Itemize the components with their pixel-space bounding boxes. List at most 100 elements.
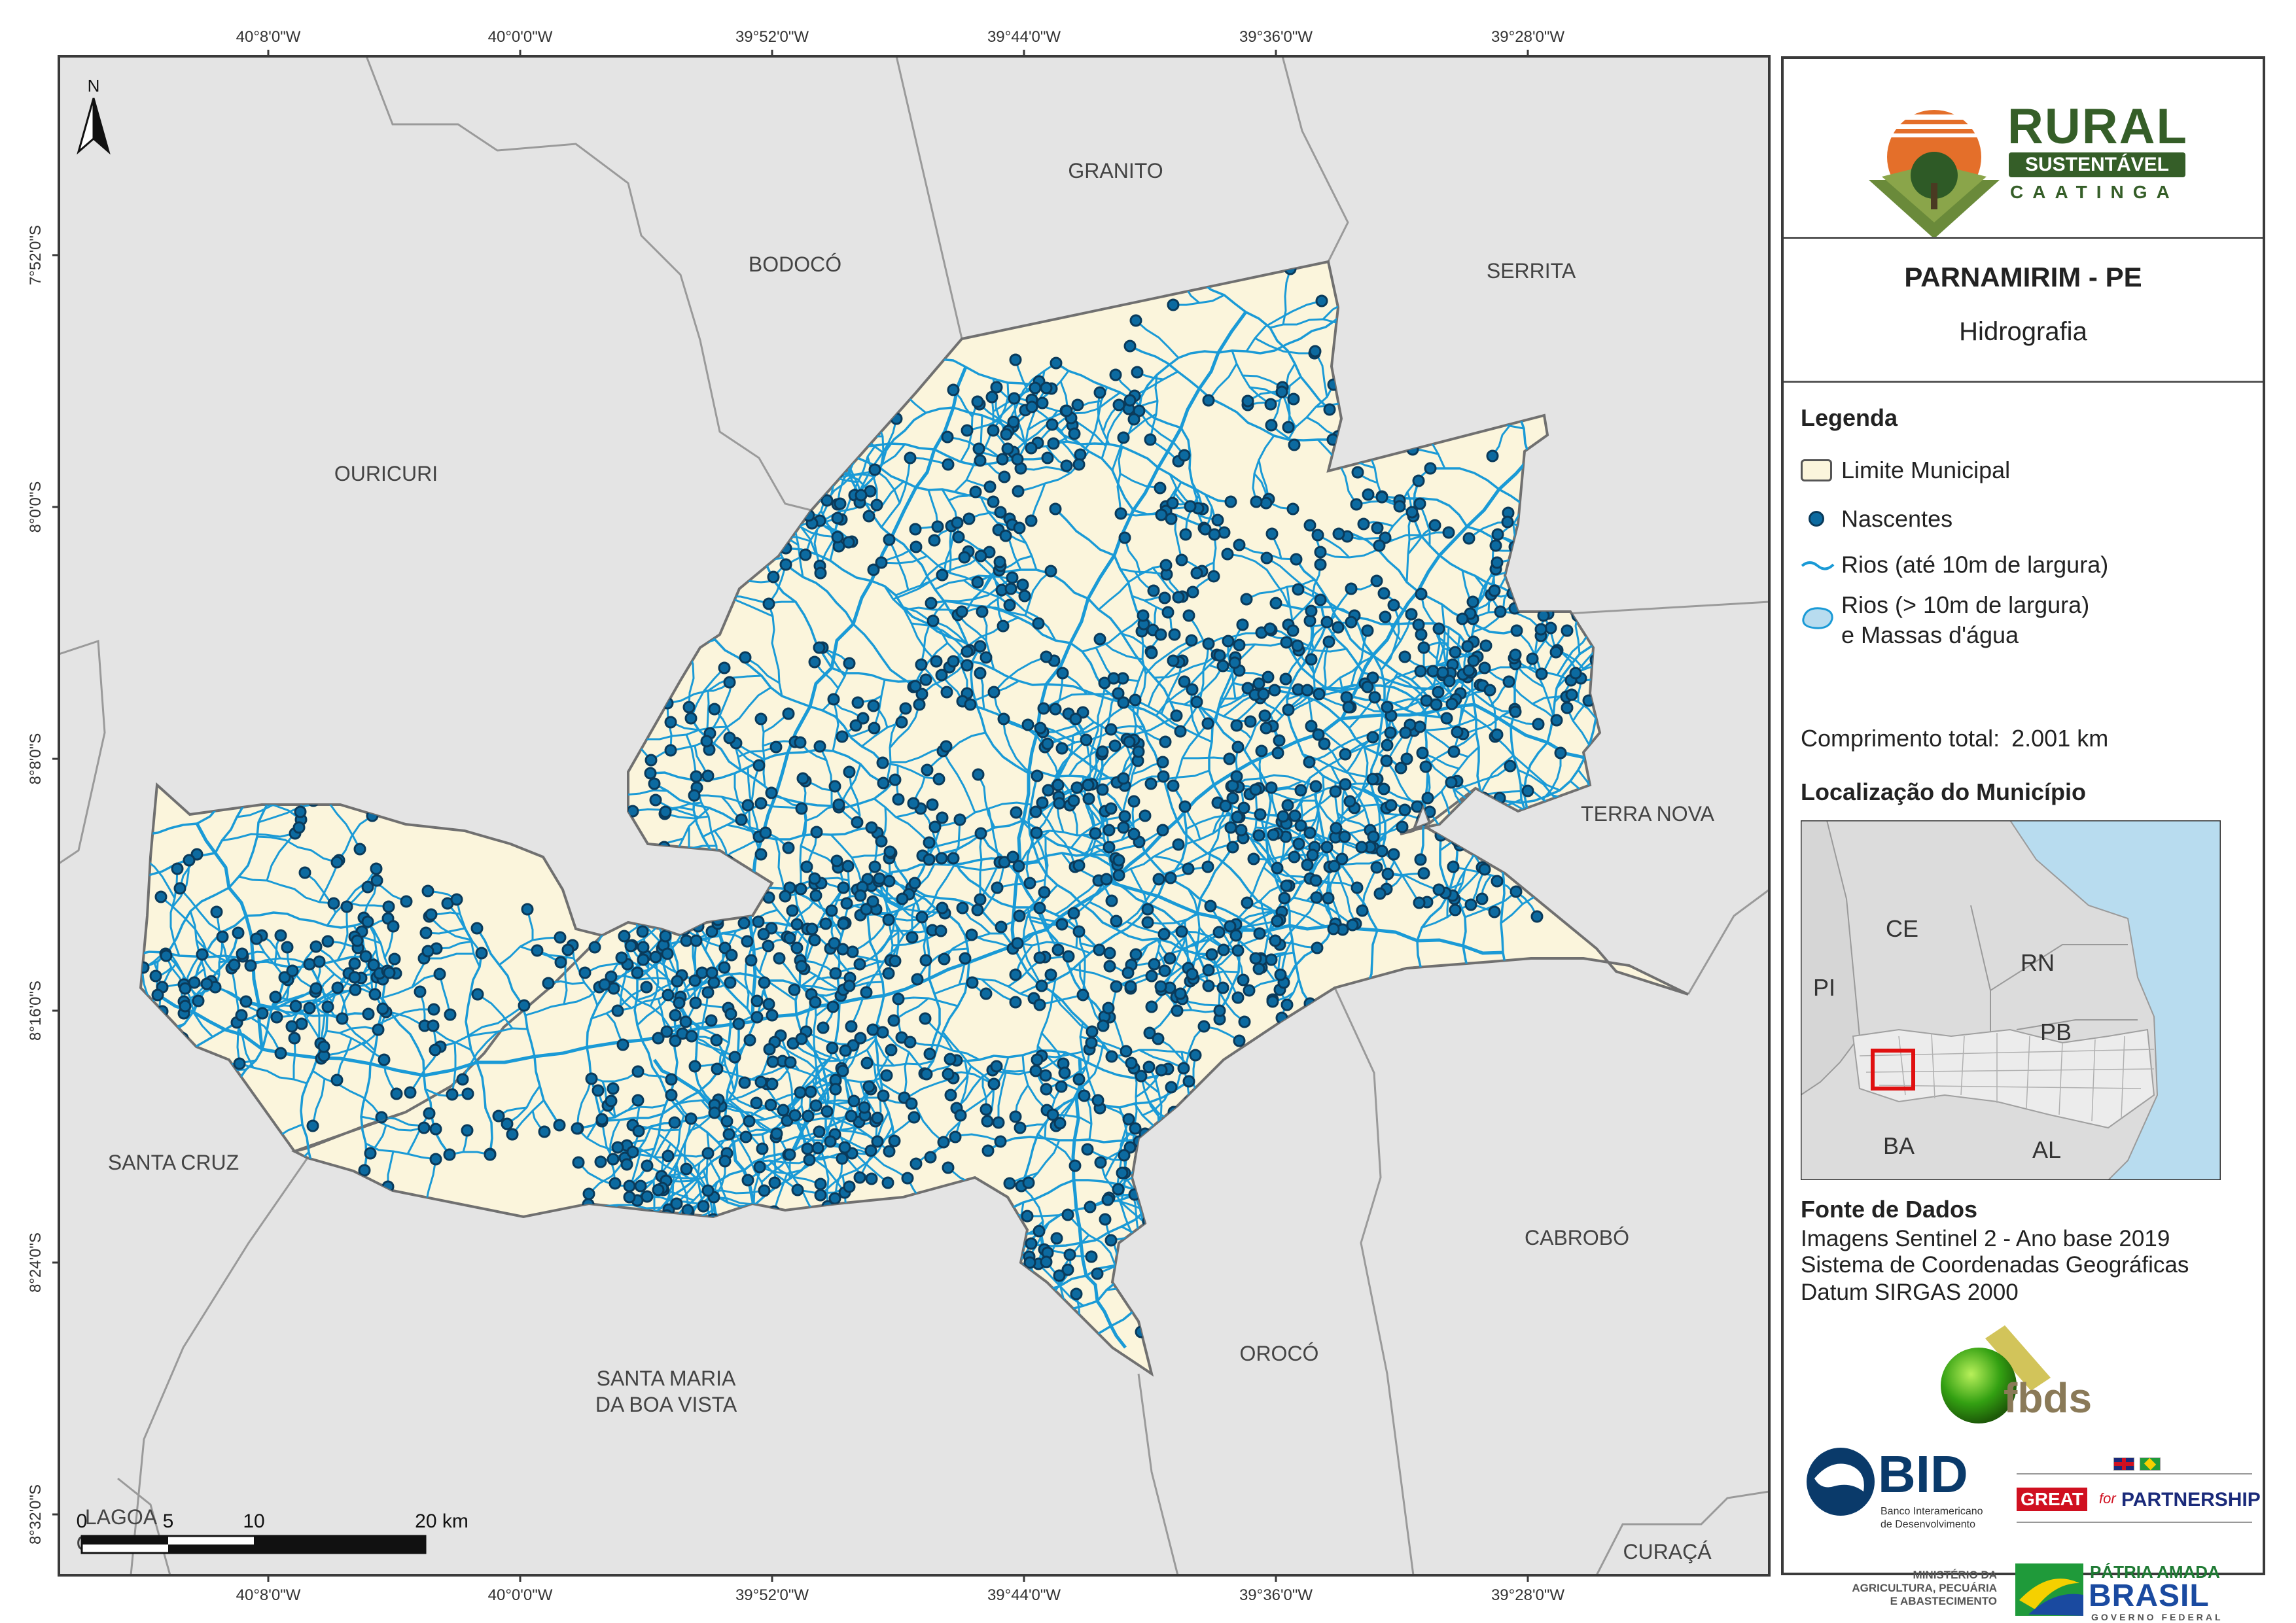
spring: [1089, 827, 1102, 840]
spring: [961, 659, 974, 672]
spring: [813, 1125, 826, 1138]
spring: [294, 805, 307, 818]
spring: [739, 1130, 752, 1143]
spring: [1012, 860, 1025, 873]
spring: [873, 872, 886, 885]
spring: [362, 1007, 375, 1021]
spring: [796, 772, 809, 785]
river: [1207, 811, 1229, 867]
spring: [1178, 675, 1191, 688]
river: [1053, 440, 1159, 469]
spring: [1322, 635, 1335, 648]
spring: [446, 1088, 459, 1101]
spring: [841, 860, 855, 873]
neighbor-oroco: OROCÓ: [1240, 1342, 1319, 1365]
spring: [1237, 801, 1250, 814]
spring: [919, 673, 932, 686]
spring: [367, 958, 380, 971]
spring: [809, 996, 822, 1009]
spring: [1534, 623, 1547, 636]
river: [924, 1017, 954, 1051]
river: [1252, 435, 1275, 502]
river: [1196, 846, 1234, 914]
spring: [1152, 873, 1165, 886]
spring: [764, 1098, 777, 1111]
spring: [1288, 438, 1301, 451]
spring: [1100, 873, 1113, 886]
spring: [1123, 735, 1136, 748]
river: [1239, 641, 1287, 647]
spring: [1412, 618, 1425, 631]
river: [160, 896, 210, 958]
river: [537, 949, 574, 960]
spring: [1143, 1026, 1156, 1039]
spring: [1035, 979, 1048, 992]
spring: [286, 964, 299, 977]
river: [1293, 896, 1353, 926]
spring: [382, 900, 395, 913]
spring: [923, 853, 936, 866]
river: [1247, 375, 1301, 402]
river: [798, 525, 838, 538]
spring: [292, 821, 306, 834]
river: [775, 839, 786, 897]
neighbor-serrita: SERRITA: [1487, 259, 1576, 283]
spring: [1274, 968, 1287, 981]
river: [1420, 593, 1440, 629]
river: [842, 865, 851, 924]
spring: [843, 1180, 856, 1193]
spring: [1243, 984, 1256, 997]
spring: [867, 563, 880, 576]
spring: [361, 915, 374, 928]
river: [1320, 548, 1379, 559]
spring: [994, 1135, 1007, 1148]
spring: [794, 1086, 807, 1099]
spring: [875, 556, 888, 569]
spring: [1413, 720, 1426, 733]
spring: [1033, 951, 1046, 964]
spring: [648, 777, 661, 790]
spring: [1271, 746, 1284, 759]
spring: [905, 1097, 918, 1110]
river: [831, 667, 927, 683]
spring: [1093, 633, 1106, 646]
spring: [664, 744, 677, 757]
rural-sustentavel-logo: RURAL SUSTENTÁVEL CAATINGA: [1784, 59, 2263, 239]
river: [168, 951, 200, 1002]
spring: [881, 1176, 894, 1189]
river: [957, 655, 968, 693]
spring: [1252, 829, 1265, 842]
river: [1515, 629, 1543, 674]
spring: [720, 1115, 733, 1128]
river: [852, 623, 916, 688]
river: [874, 797, 930, 844]
spring: [1109, 368, 1122, 381]
spring: [1504, 759, 1517, 773]
legend-item-rivers-small: Rios (até 10m de largura): [1801, 550, 2108, 578]
spring: [697, 1200, 710, 1213]
spring: [834, 497, 847, 510]
river: [1231, 774, 1316, 788]
lat-label: 7°52'0"S: [27, 225, 44, 285]
river: [768, 603, 783, 697]
lon-label: 39°28'0"W: [1491, 28, 1564, 46]
spring: [1112, 1183, 1125, 1196]
spring: [910, 1157, 923, 1170]
spring: [866, 895, 879, 908]
water-body-swatch: [1802, 607, 1833, 629]
spring: [456, 1073, 469, 1086]
spring: [1361, 624, 1374, 637]
spring: [794, 736, 807, 749]
spring: [1118, 810, 1131, 823]
spring: [668, 1116, 681, 1129]
lat-label: 8°32'0"S: [27, 1484, 44, 1544]
river: [327, 801, 361, 850]
river: [1231, 350, 1271, 406]
spring: [669, 1009, 682, 1022]
spring: [941, 430, 954, 444]
river: [836, 457, 857, 505]
river: [1036, 731, 1118, 784]
spring: [378, 1053, 391, 1066]
river: [1021, 1055, 1048, 1111]
spring: [757, 928, 770, 941]
